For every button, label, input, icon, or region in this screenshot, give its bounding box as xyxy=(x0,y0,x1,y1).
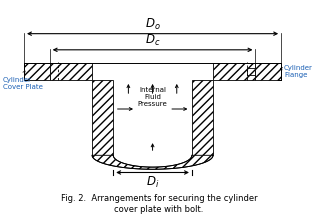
Bar xyxy=(192,80,213,155)
Bar xyxy=(50,68,58,75)
Polygon shape xyxy=(92,155,213,169)
Bar xyxy=(24,63,50,80)
Text: Cylinder
Flange: Cylinder Flange xyxy=(284,65,313,78)
Text: Cylinder
Cover Plate: Cylinder Cover Plate xyxy=(3,77,43,90)
Text: $D_i$: $D_i$ xyxy=(146,175,159,190)
Bar xyxy=(92,80,113,155)
Text: Internal
Fluid
Pressure: Internal Fluid Pressure xyxy=(138,87,168,107)
Bar xyxy=(50,63,92,80)
Text: Fig. 2.  Arrangements for securing the cylinder
cover plate with bolt.: Fig. 2. Arrangements for securing the cy… xyxy=(61,194,257,214)
Text: $D_o$: $D_o$ xyxy=(145,17,161,32)
Bar xyxy=(247,68,255,75)
Polygon shape xyxy=(113,80,192,167)
Text: $D_c$: $D_c$ xyxy=(145,33,160,48)
Bar xyxy=(213,63,255,80)
Bar xyxy=(255,63,281,80)
